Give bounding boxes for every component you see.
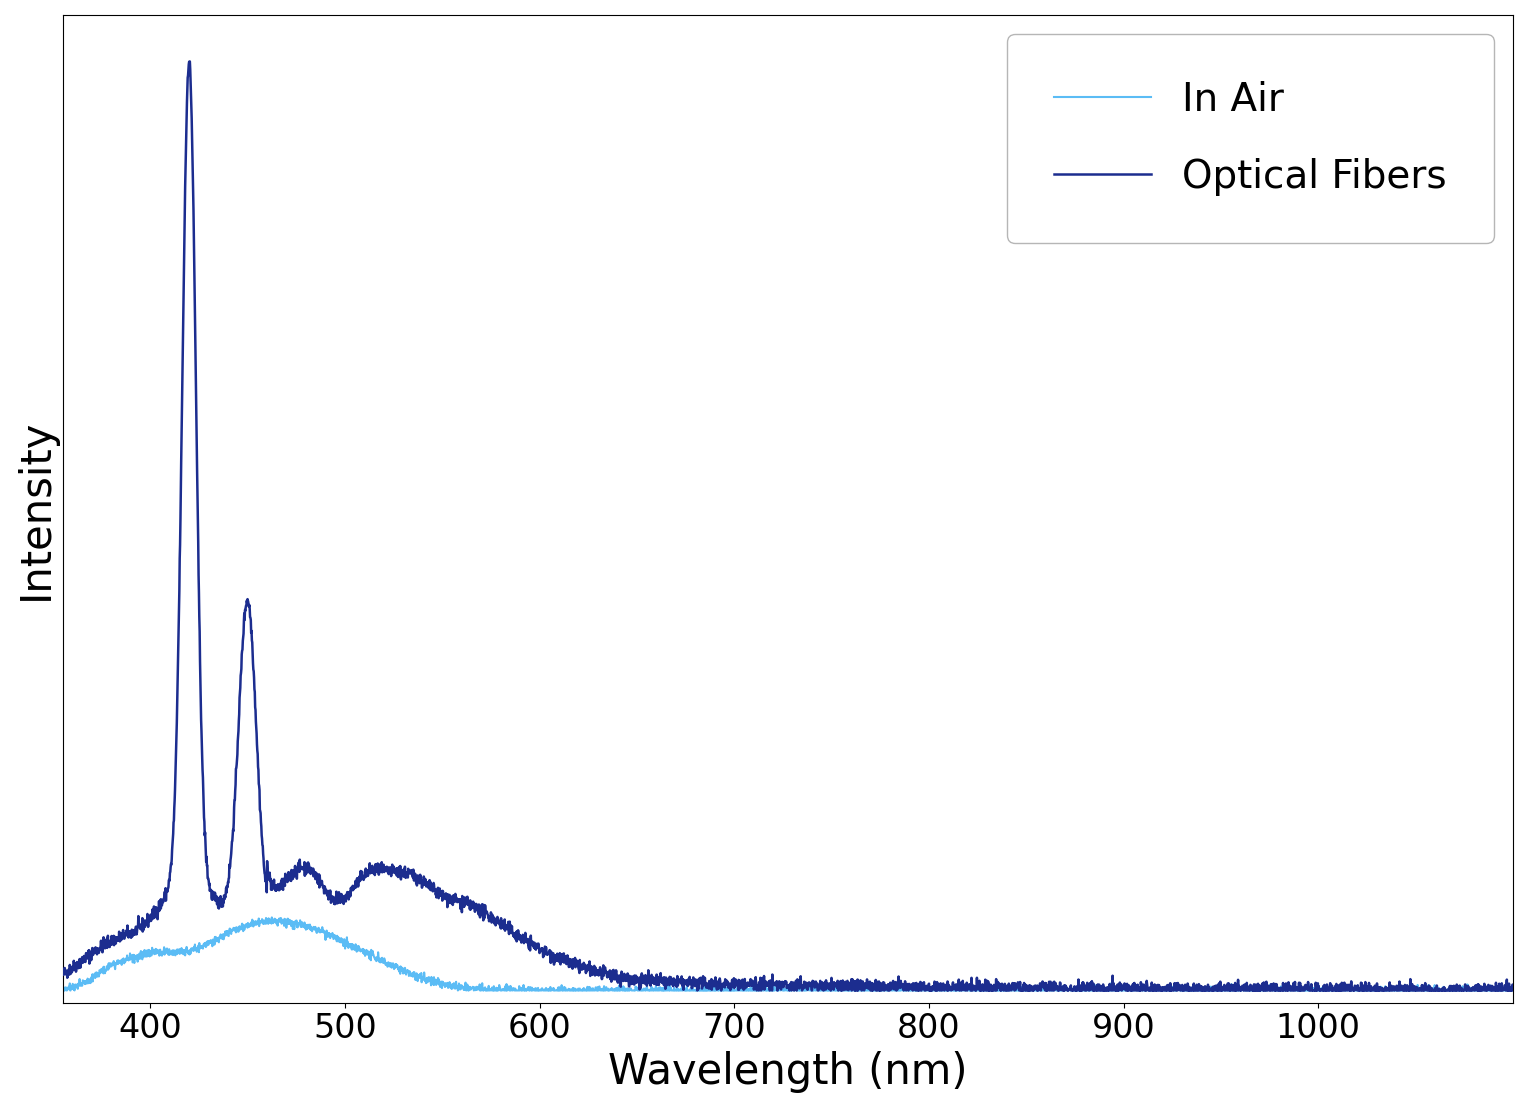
X-axis label: Wavelength (nm): Wavelength (nm) [608, 1051, 967, 1092]
Optical Fibers [675, 973, 694, 986]
Optical Fibers [1387, 983, 1406, 996]
Optical Fibers [743, 974, 761, 987]
Optical Fibers [1459, 984, 1478, 997]
In Air [1459, 983, 1478, 996]
Optical Fibers [1504, 982, 1522, 995]
Optical Fibers [53, 966, 72, 979]
Line: Optical Fibers: Optical Fibers [63, 61, 1513, 991]
Y-axis label: Intensity: Intensity [15, 418, 57, 599]
Line: In Air: In Air [63, 917, 1513, 991]
Optical Fibers [663, 976, 681, 989]
Legend: In Air, Optical Fibers: In Air, Optical Fibers [1007, 34, 1493, 243]
Optical Fibers [180, 54, 199, 68]
In Air [663, 984, 681, 997]
Optical Fibers [1108, 984, 1126, 997]
In Air [53, 984, 72, 997]
In Air [675, 983, 694, 996]
In Air [1504, 979, 1522, 993]
In Air [743, 984, 761, 997]
In Air [1387, 984, 1406, 997]
Optical Fibers [688, 984, 706, 997]
In Air [263, 911, 281, 924]
In Air [1108, 984, 1126, 997]
